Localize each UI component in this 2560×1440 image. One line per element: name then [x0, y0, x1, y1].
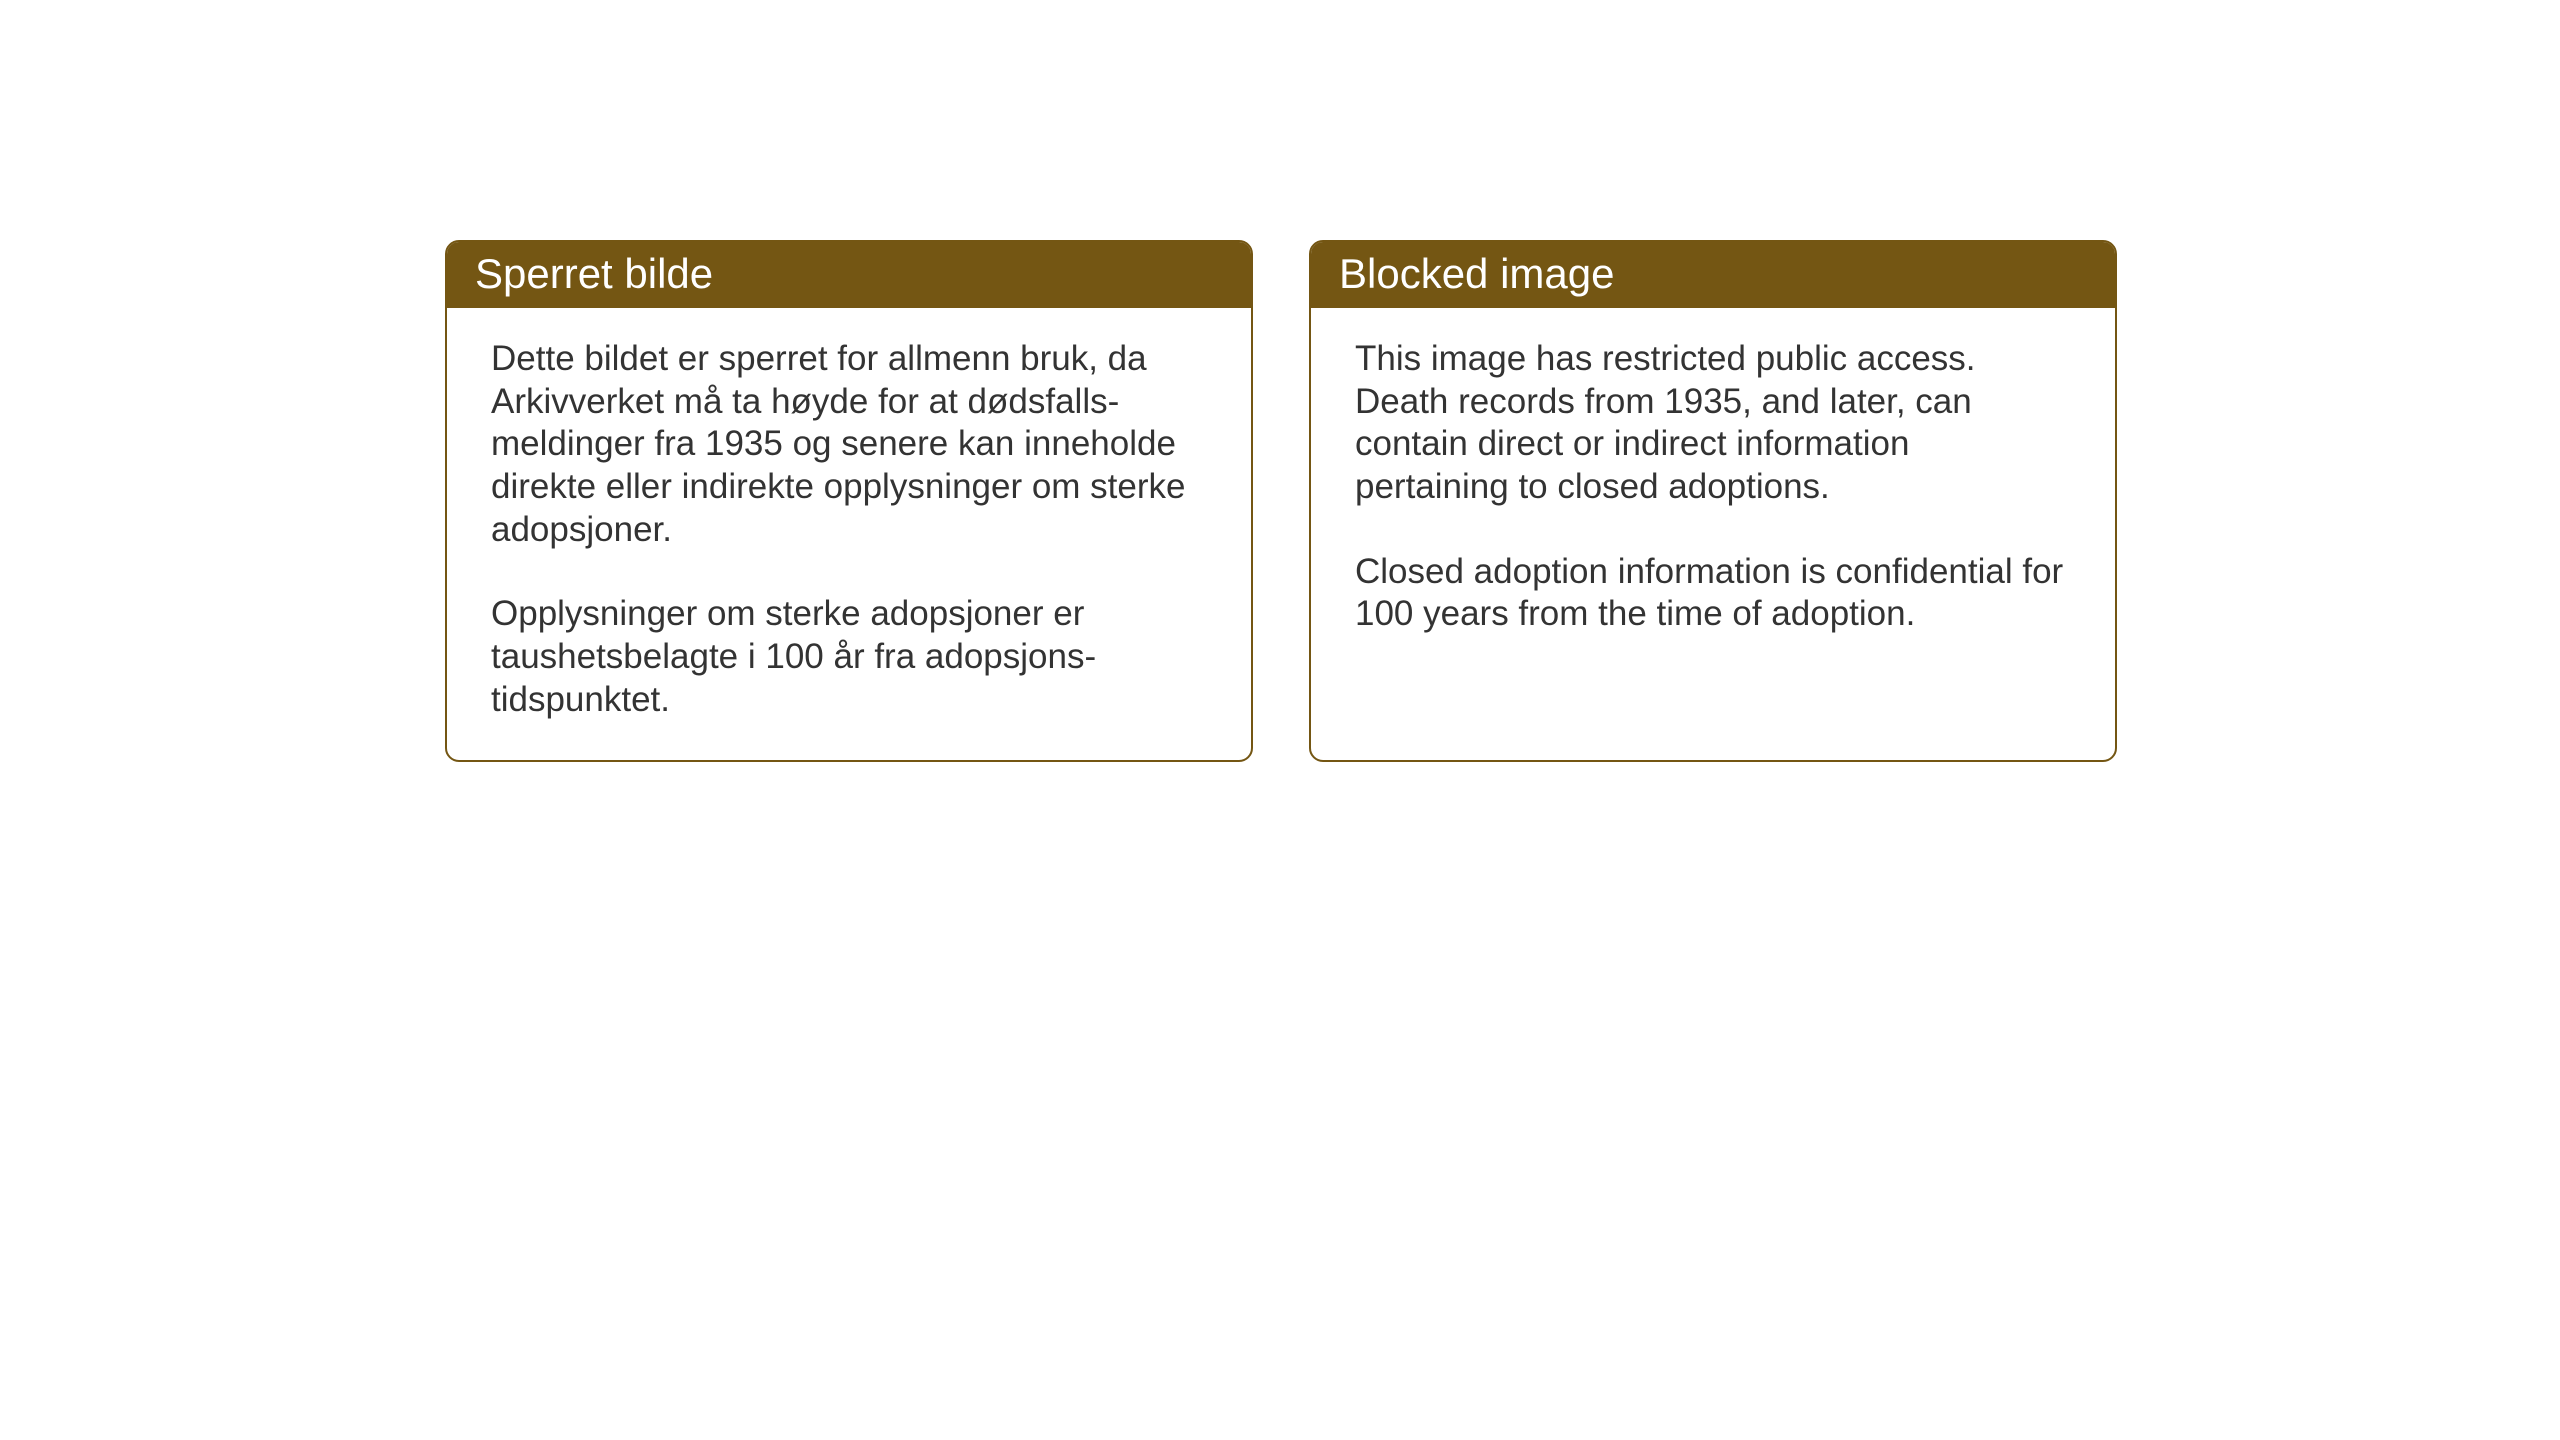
notice-card-norwegian: Sperret bilde Dette bildet er sperret fo…	[445, 240, 1253, 762]
notice-paragraph: Opplysninger om sterke adopsjoner er tau…	[491, 593, 1207, 721]
notice-paragraph: Closed adoption information is confident…	[1355, 551, 2071, 636]
notice-card-header: Sperret bilde	[447, 242, 1251, 308]
notice-card-body: Dette bildet er sperret for allmenn bruk…	[447, 308, 1251, 760]
notice-card-header: Blocked image	[1311, 242, 2115, 308]
notice-card-body: This image has restricted public access.…	[1311, 308, 2115, 674]
notice-container: Sperret bilde Dette bildet er sperret fo…	[445, 240, 2117, 762]
notice-paragraph: Dette bildet er sperret for allmenn bruk…	[491, 338, 1207, 551]
notice-card-english: Blocked image This image has restricted …	[1309, 240, 2117, 762]
notice-paragraph: This image has restricted public access.…	[1355, 338, 2071, 509]
